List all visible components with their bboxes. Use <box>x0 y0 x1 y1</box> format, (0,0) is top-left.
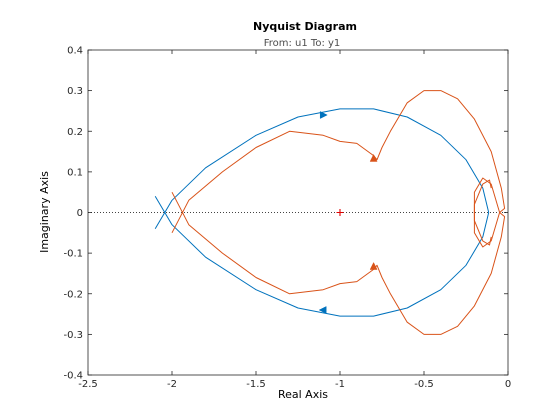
direction-arrow <box>369 261 378 270</box>
x-tick-label: -1.5 <box>246 379 266 390</box>
critical-point-marker <box>336 209 344 216</box>
direction-arrow <box>319 111 328 119</box>
x-tick-label: -2.5 <box>78 379 98 390</box>
ticks-layer: -2.5 -2 -1.5 -1 -0.5 0 -0.4 -0.3 -0.2 -0.1 0 0.1 0.2… <box>63 46 511 391</box>
y-tick-label: -0.2 <box>63 289 83 300</box>
y-tick-label: -0.3 <box>63 330 83 341</box>
chart-title: Nyquist Diagram <box>253 20 357 33</box>
y-tick-label: 0.2 <box>67 127 83 138</box>
series-2-negative-branch <box>171 179 506 335</box>
y-tick-label: 0.1 <box>67 167 83 178</box>
y-axis-label: Imaginary Axis <box>38 171 51 253</box>
x-tick-label: -1 <box>335 379 345 390</box>
series-1-positive-branch <box>154 108 490 229</box>
x-tick-label: -0.5 <box>414 379 434 390</box>
series-1-negative-branch <box>154 196 490 317</box>
direction-arrow <box>369 153 378 162</box>
plot-area <box>87 49 509 376</box>
y-tick-label: 0 <box>77 208 83 219</box>
y-tick-label: 0.4 <box>67 46 83 57</box>
y-tick-label: -0.4 <box>63 371 83 382</box>
series-2-positive-branch <box>171 90 506 246</box>
x-tick-label: 0 <box>505 379 511 390</box>
y-tick-label: -0.1 <box>63 249 83 260</box>
x-tick-label: -2 <box>167 379 177 390</box>
series-layer <box>154 90 506 335</box>
x-axis-label: Real Axis <box>278 388 328 401</box>
chart-subtitle: From: u1 To: y1 <box>264 38 341 49</box>
y-tick-label: 0.3 <box>67 86 83 97</box>
markers-layer <box>318 111 378 314</box>
direction-arrow <box>318 306 327 314</box>
